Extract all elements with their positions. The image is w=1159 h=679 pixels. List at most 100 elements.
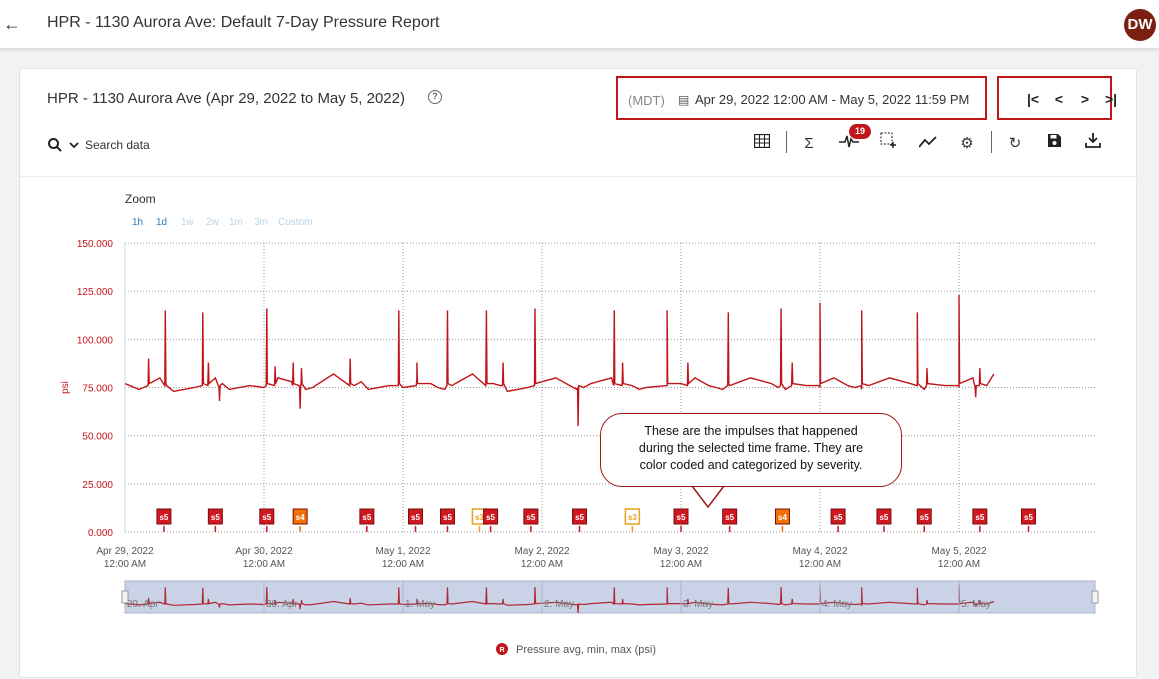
impulse-flag[interactable]: s4 xyxy=(774,508,790,532)
impulse-flag-box xyxy=(916,508,932,525)
zoom-option-1w[interactable]: 1w xyxy=(181,217,195,228)
timezone-label: (MDT) xyxy=(628,93,665,108)
back-arrow-icon[interactable]: ← xyxy=(3,14,21,34)
impulse-flag-box xyxy=(830,508,846,525)
pressure-series-line xyxy=(124,294,995,427)
impulse-flag-label: s5 xyxy=(1024,513,1033,522)
impulse-flag[interactable]: s3 xyxy=(471,508,488,532)
y-axis-label: psi xyxy=(60,381,71,394)
select-area-icon[interactable] xyxy=(875,132,901,156)
zoom-option-3m[interactable]: 3m xyxy=(254,217,268,228)
callout-line: during the selected time frame. They are xyxy=(638,441,864,455)
table-icon[interactable] xyxy=(749,132,775,156)
trend-icon[interactable] xyxy=(915,132,941,156)
next-icon[interactable]: > xyxy=(1080,91,1090,107)
last-page-icon[interactable]: >| xyxy=(1104,91,1118,107)
x-tick-time: 12:00 AM xyxy=(104,559,146,570)
impulse-flag[interactable]: s5 xyxy=(523,508,539,532)
impulse-flag-box xyxy=(439,508,455,525)
x-tick-time: 12:00 AM xyxy=(382,559,424,570)
legend-item[interactable]: R Pressure avg, min, max (psi) xyxy=(496,643,656,656)
callout-pointer xyxy=(690,485,726,509)
impulse-flag-label: s5 xyxy=(362,513,371,522)
zoom-option-2w[interactable]: 2w xyxy=(206,217,220,228)
impulse-flag-box xyxy=(408,508,424,525)
zoom-option-custom[interactable]: Custom xyxy=(278,217,312,228)
navigator-label: 30. Apr xyxy=(266,599,298,610)
zoom-label: Zoom xyxy=(125,192,156,206)
impulse-flag-label: s5 xyxy=(677,513,686,522)
navigator-label: 5. May xyxy=(961,599,991,610)
x-tick-date: May 1, 2022 xyxy=(375,546,430,557)
x-tick-time: 12:00 AM xyxy=(660,559,702,570)
zoom-option-1h[interactable]: 1h xyxy=(132,217,143,228)
impulse-flag-label: s5 xyxy=(411,513,420,522)
impulse-flag-label: s5 xyxy=(486,513,495,522)
toolbar-divider xyxy=(786,131,787,153)
impulse-flag[interactable]: s5 xyxy=(359,508,375,532)
impulse-flag[interactable]: s4 xyxy=(292,508,308,532)
impulse-flag-label: s3 xyxy=(475,513,484,522)
impulse-flag[interactable]: s5 xyxy=(572,508,588,532)
impulse-flag-box xyxy=(722,508,738,525)
impulse-flag-box xyxy=(259,508,275,525)
pressure-chart[interactable]: Zoom 1h 1d 1w 2w 1m 3m Custom 0.000 25.000 50.000 7… xyxy=(20,179,1138,679)
page-title: HPR - 1130 Aurora Ave: Default 7-Day Pre… xyxy=(47,14,440,31)
impulse-flag[interactable]: s5 xyxy=(483,508,499,532)
impulse-flag[interactable]: s5 xyxy=(830,508,846,532)
impulse-flag-box xyxy=(156,508,172,525)
zoom-option-1d[interactable]: 1d xyxy=(156,217,167,228)
navigator-handle[interactable] xyxy=(121,590,129,604)
impulse-flag-label: s4 xyxy=(296,513,305,522)
impulse-flag[interactable]: s5 xyxy=(876,508,892,532)
impulse-flag[interactable]: s5 xyxy=(207,508,223,532)
chevron-down-icon xyxy=(69,142,79,149)
impulse-flag[interactable]: s5 xyxy=(156,508,172,532)
impulse-flag-box xyxy=(972,508,988,525)
impulse-flag[interactable]: s5 xyxy=(1021,508,1036,532)
card-divider xyxy=(20,176,1138,177)
impulse-flag-box xyxy=(359,508,375,525)
impulse-flag[interactable]: s5 xyxy=(408,508,424,532)
zoom-option-1m[interactable]: 1m xyxy=(229,217,243,228)
x-tick-date: May 2, 2022 xyxy=(514,546,569,557)
impulse-flag[interactable]: s3 xyxy=(624,508,641,532)
gear-icon[interactable]: ⚙ xyxy=(960,135,974,152)
impulse-flag[interactable]: s5 xyxy=(259,508,275,532)
impulse-flag-box xyxy=(1021,508,1036,525)
impulse-flag-label: s5 xyxy=(211,513,220,522)
impulse-count-badge: 19 xyxy=(849,124,871,139)
avatar[interactable]: DW xyxy=(1124,9,1156,41)
impulse-flag[interactable]: s5 xyxy=(722,508,738,532)
navigator-label: 3. May xyxy=(683,599,713,610)
x-tick-date: Apr 30, 2022 xyxy=(235,546,293,557)
impulse-flag-box xyxy=(292,508,308,525)
impulse-flag[interactable]: s5 xyxy=(972,508,988,532)
save-icon[interactable] xyxy=(1041,132,1067,156)
search-data[interactable]: Search data xyxy=(47,135,150,155)
impulse-icon[interactable] xyxy=(836,132,862,156)
callout-line: These are the impulses that happened xyxy=(644,424,858,438)
date-range-picker[interactable]: (MDT) ▤ Apr 29, 2022 12:00 AM - May 5, 2… xyxy=(616,76,987,120)
sum-icon[interactable]: Σ xyxy=(804,135,814,152)
x-tick-date: May 3, 2022 xyxy=(653,546,708,557)
refresh-icon[interactable]: ↻ xyxy=(1008,135,1022,152)
impulse-flag[interactable]: s5 xyxy=(439,508,455,532)
impulse-flag[interactable]: s5 xyxy=(673,508,689,532)
navigator-series-line xyxy=(124,583,995,614)
impulse-flag[interactable]: s5 xyxy=(916,508,932,532)
impulse-flag-label: s5 xyxy=(443,513,452,522)
y-tick-label: 100.000 xyxy=(77,335,114,346)
date-navigation: |< < > >| xyxy=(997,76,1117,120)
legend-marker xyxy=(496,643,508,655)
help-icon[interactable]: ? xyxy=(428,90,442,104)
impulse-flag-label: s5 xyxy=(262,513,271,522)
download-icon[interactable] xyxy=(1080,132,1106,156)
date-range-text[interactable]: Apr 29, 2022 12:00 AM - May 5, 2022 11:5… xyxy=(695,92,970,107)
previous-icon[interactable]: < xyxy=(1054,91,1064,107)
impulse-flag-label: s5 xyxy=(975,513,984,522)
impulse-flag-label: s5 xyxy=(725,513,734,522)
navigator-label: 1. May xyxy=(405,599,435,610)
navigator-handle[interactable] xyxy=(1091,590,1099,604)
first-page-icon[interactable]: |< xyxy=(1026,91,1040,107)
